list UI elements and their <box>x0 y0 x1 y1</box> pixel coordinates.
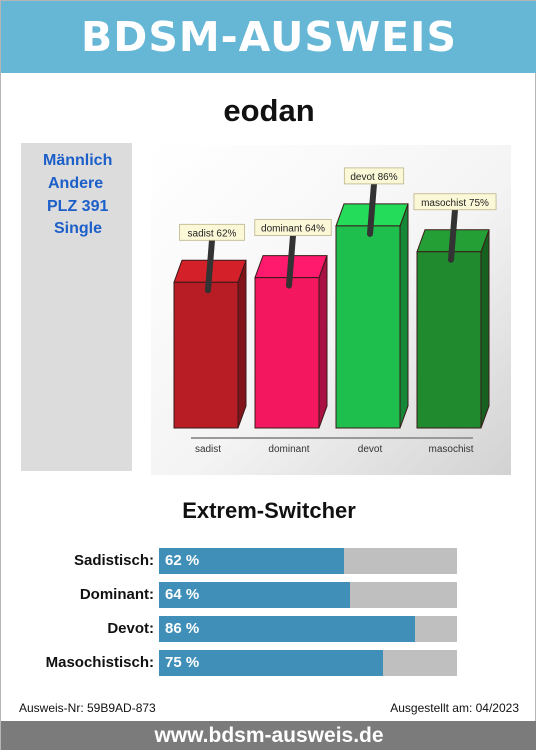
chart-bar-front <box>416 251 482 429</box>
score-value: 75 % <box>165 654 200 671</box>
chart-category-label: dominant <box>268 444 309 455</box>
chart-category-label: devot <box>358 444 383 455</box>
info-gender: Männlich <box>43 152 113 169</box>
chart-bar-masochist: masochist 75% masochist <box>413 193 497 455</box>
score-fill <box>159 616 416 642</box>
card-id-number: Ausweis-Nr: 59B9AD-873 <box>19 701 156 715</box>
info-postcode: PLZ 391 <box>47 198 109 215</box>
score-track: 86 % <box>159 616 457 642</box>
role-bar-chart: sadist 62% sadist dominant 64% dominant devo… <box>151 145 511 475</box>
chart-label-pin <box>205 237 215 294</box>
header-banner: BDSM-AUSWEIS <box>1 1 536 73</box>
footer-url[interactable]: www.bdsm-ausweis.de <box>154 724 384 747</box>
chart-bar-front <box>335 225 401 429</box>
score-row-masochistisch: Masochistisch: 75 % <box>1 650 536 676</box>
chart-bar-side <box>399 203 409 429</box>
chart-label-box <box>343 167 405 185</box>
chart-value-label: dominant 64% <box>261 224 325 235</box>
chart-label-box <box>179 223 245 241</box>
score-value: 64 % <box>165 586 200 603</box>
info-orientation: Andere <box>48 175 104 192</box>
chart-bar-front <box>254 277 320 429</box>
score-value: 86 % <box>165 620 200 637</box>
chart-label-box <box>413 193 497 211</box>
score-row-sadistisch: Sadistisch: 62 % <box>1 548 536 574</box>
score-row-devot: Devot: 86 % <box>1 616 536 642</box>
chart-value-label: devot 86% <box>350 172 397 183</box>
score-label: Sadistisch: <box>73 552 154 569</box>
chart-bar-side <box>237 260 247 429</box>
chart-label-pin <box>286 232 296 289</box>
issue-date: Ausgestellt am: 04/2023 <box>390 701 519 715</box>
result-type-title: Extrem-Switcher <box>182 498 356 523</box>
chart-category-label: masochist <box>428 444 473 455</box>
chart-bar-side <box>318 255 328 429</box>
score-track: 75 % <box>159 650 457 676</box>
score-label: Masochistisch: <box>45 654 154 671</box>
profile-info-box: Männlich Andere PLZ 391 Single <box>21 143 132 471</box>
score-fill <box>159 650 383 676</box>
chart-bar-side <box>480 229 490 429</box>
chart-label-pin <box>448 206 458 263</box>
chart-bar-devot: devot 86% devot <box>335 167 409 455</box>
score-label: Dominant: <box>79 586 154 603</box>
score-label: Devot: <box>107 620 154 637</box>
score-track: 62 % <box>159 548 457 574</box>
chart-category-label: sadist <box>195 444 221 455</box>
chart-bar-front <box>173 281 239 429</box>
header-title: BDSM-AUSWEIS <box>81 13 457 61</box>
footer-bar: www.bdsm-ausweis.de <box>1 721 536 750</box>
score-fill <box>159 582 350 608</box>
score-value: 62 % <box>165 552 200 569</box>
score-fill <box>159 548 344 574</box>
info-relationship: Single <box>54 220 103 237</box>
chart-bar-dominant: dominant 64% dominant <box>254 219 332 455</box>
score-row-dominant: Dominant: 64 % <box>1 582 536 608</box>
chart-label-pin <box>367 180 377 237</box>
chart-value-label: masochist 75% <box>421 198 489 209</box>
chart-label-box <box>254 219 332 236</box>
username: eodan <box>223 93 315 128</box>
chart-value-label: sadist 62% <box>188 228 237 239</box>
score-track: 64 % <box>159 582 457 608</box>
chart-bar-sadist: sadist 62% sadist <box>173 223 247 455</box>
